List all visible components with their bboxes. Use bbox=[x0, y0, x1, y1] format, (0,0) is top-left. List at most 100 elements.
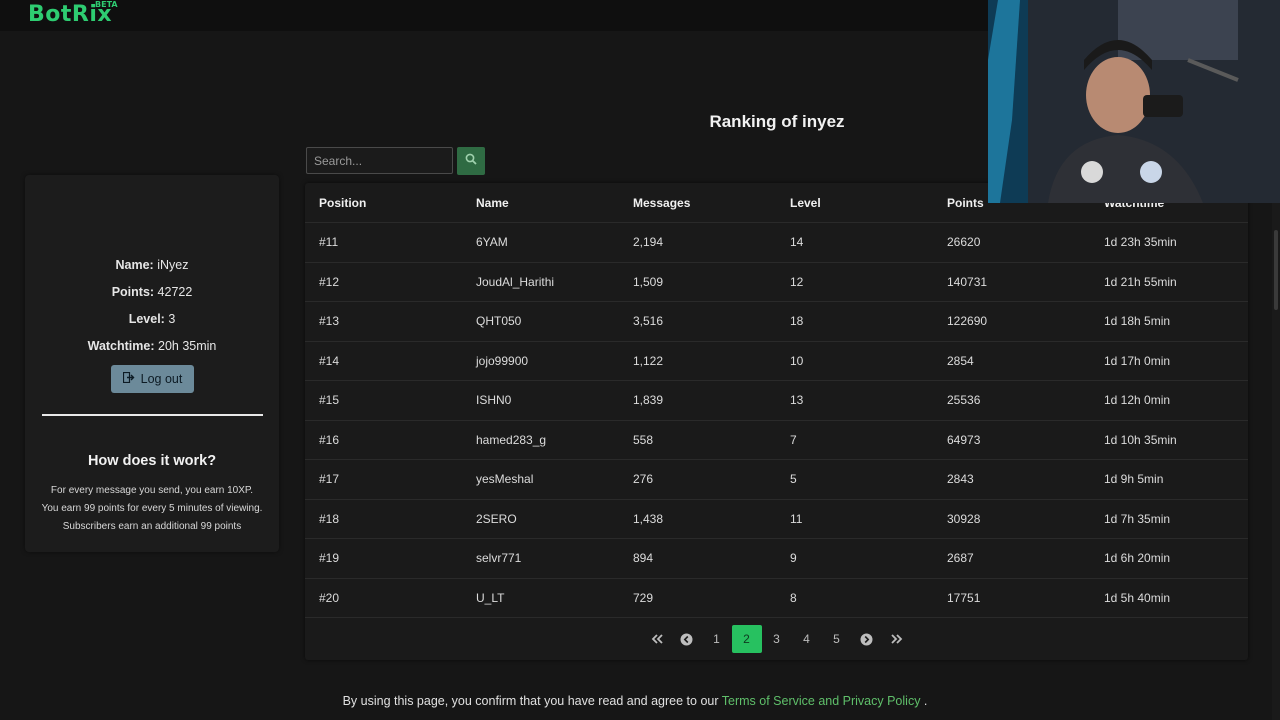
first-page-button[interactable] bbox=[642, 625, 672, 653]
table-row: #15 ISHN0 1,839 13 25536 1d 12h 0min bbox=[305, 380, 1248, 421]
cell-watchtime: 1d 9h 5min bbox=[1090, 459, 1248, 500]
table-row: #11 6YAM 2,194 14 26620 1d 23h 35min bbox=[305, 222, 1248, 263]
cell-position: #11 bbox=[305, 222, 462, 263]
page-5[interactable]: 5 bbox=[833, 632, 840, 646]
ranking-table-card: Position Name Messages Level Points Watc… bbox=[305, 183, 1248, 660]
double-chevron-right-icon bbox=[890, 634, 902, 644]
page-2-current[interactable]: 2 bbox=[731, 625, 762, 653]
cell-messages: 1,839 bbox=[619, 380, 776, 421]
user-watchtime-row: Watchtime: 20h 35min bbox=[25, 339, 279, 353]
cell-position: #17 bbox=[305, 459, 462, 500]
cell-position: #16 bbox=[305, 420, 462, 460]
cell-position: #13 bbox=[305, 301, 462, 342]
table-row: #18 2SERO 1,438 11 30928 1d 7h 35min bbox=[305, 499, 1248, 539]
watchtime-label: Watchtime: bbox=[87, 339, 155, 353]
cell-position: #19 bbox=[305, 538, 462, 579]
cell-messages: 894 bbox=[619, 538, 776, 579]
cell-level: 7 bbox=[776, 420, 933, 460]
cell-position: #20 bbox=[305, 578, 462, 618]
cell-name: 6YAM bbox=[462, 222, 619, 263]
table-row: #16 hamed283_g 558 7 64973 1d 10h 35min bbox=[305, 420, 1248, 460]
cell-messages: 1,122 bbox=[619, 341, 776, 381]
cell-position: #18 bbox=[305, 499, 462, 539]
footer-text: By using this page, you confirm that you… bbox=[342, 694, 722, 708]
logout-button[interactable]: Log out bbox=[111, 365, 194, 393]
how-line-3: Subscribers earn an additional 99 points bbox=[62, 521, 242, 532]
scrollbar-thumb[interactable] bbox=[1274, 230, 1278, 310]
cell-watchtime: 1d 17h 0min bbox=[1090, 341, 1248, 381]
cell-name: jojo99900 bbox=[462, 341, 619, 381]
cell-points: 25536 bbox=[933, 380, 1090, 421]
header-level[interactable]: Level bbox=[776, 183, 933, 223]
cell-points: 17751 bbox=[933, 578, 1090, 618]
watchtime-value: 20h 35min bbox=[154, 339, 217, 353]
cell-level: 10 bbox=[776, 341, 933, 381]
table-row: #12 JoudAl_Harithi 1,509 12 140731 1d 21h 55m… bbox=[305, 262, 1248, 302]
points-value: 42722 bbox=[154, 285, 193, 299]
search-icon bbox=[465, 152, 477, 170]
table-row: #13 QHT050 3,516 18 122690 1d 18h 5min bbox=[305, 301, 1248, 342]
cell-watchtime: 1d 18h 5min bbox=[1090, 301, 1248, 342]
points-label: Points: bbox=[111, 285, 155, 299]
footer-notice: By using this page, you confirm that you… bbox=[0, 694, 1270, 708]
cell-name: ISHN0 bbox=[462, 380, 619, 421]
webcam-overlay bbox=[988, 0, 1280, 203]
page-3[interactable]: 3 bbox=[773, 632, 780, 646]
cell-watchtime: 1d 7h 35min bbox=[1090, 499, 1248, 539]
cell-messages: 2,194 bbox=[619, 222, 776, 263]
cell-messages: 729 bbox=[619, 578, 776, 618]
how-line-1: For every message you send, you earn 10X… bbox=[50, 485, 254, 496]
cell-points: 2687 bbox=[933, 538, 1090, 579]
header-position[interactable]: Position bbox=[305, 183, 462, 223]
cell-watchtime: 1d 12h 0min bbox=[1090, 380, 1248, 421]
cell-messages: 1,509 bbox=[619, 262, 776, 302]
cell-messages: 558 bbox=[619, 420, 776, 460]
footer-text-end: . bbox=[920, 694, 928, 708]
header-messages[interactable]: Messages bbox=[619, 183, 776, 223]
cell-position: #12 bbox=[305, 262, 462, 302]
chevron-circle-right-icon bbox=[860, 633, 873, 645]
cell-messages: 1,438 bbox=[619, 499, 776, 539]
beta-badge: BETA bbox=[95, 0, 118, 9]
cell-points: 122690 bbox=[933, 301, 1090, 342]
logout-icon bbox=[122, 371, 135, 386]
how-line-2: You earn 99 points for every 5 minutes o… bbox=[41, 503, 263, 514]
cell-name: 2SERO bbox=[462, 499, 619, 539]
next-page-button[interactable] bbox=[852, 625, 882, 653]
cell-messages: 276 bbox=[619, 459, 776, 500]
cell-watchtime: 1d 23h 35min bbox=[1090, 222, 1248, 263]
search-input[interactable] bbox=[306, 147, 453, 174]
cell-watchtime: 1d 6h 20min bbox=[1090, 538, 1248, 579]
terms-link[interactable]: Terms of Service and Privacy Policy bbox=[721, 694, 921, 708]
brand-logo[interactable]: BotRix bbox=[28, 2, 113, 27]
header-name[interactable]: Name bbox=[462, 183, 619, 223]
cell-level: 12 bbox=[776, 262, 933, 302]
double-chevron-left-icon bbox=[651, 634, 663, 644]
cell-name: yesMeshal bbox=[462, 459, 619, 500]
level-value: 3 bbox=[164, 312, 176, 326]
cell-position: #15 bbox=[305, 380, 462, 421]
page-4[interactable]: 4 bbox=[803, 632, 810, 646]
cell-points: 140731 bbox=[933, 262, 1090, 302]
last-page-button[interactable] bbox=[882, 625, 912, 653]
cell-name: U_LT bbox=[462, 578, 619, 618]
cell-position: #14 bbox=[305, 341, 462, 381]
cell-level: 11 bbox=[776, 499, 933, 539]
cell-name: JoudAl_Harithi bbox=[462, 262, 619, 302]
page-1[interactable]: 1 bbox=[713, 632, 720, 646]
user-name-row: Name: iNyez bbox=[25, 258, 279, 272]
user-info-panel: Name: iNyez Points: 42722 Level: 3 Watch… bbox=[25, 175, 279, 552]
user-level-row: Level: 3 bbox=[25, 312, 279, 326]
page-scrollbar[interactable] bbox=[1272, 203, 1280, 720]
cell-level: 9 bbox=[776, 538, 933, 579]
ranking-table: Position Name Messages Level Points Watc… bbox=[305, 183, 1248, 618]
search-button[interactable] bbox=[457, 147, 485, 175]
cell-watchtime: 1d 5h 40min bbox=[1090, 578, 1248, 618]
cell-level: 18 bbox=[776, 301, 933, 342]
prev-page-button[interactable] bbox=[672, 625, 702, 653]
cell-points: 64973 bbox=[933, 420, 1090, 460]
level-label: Level: bbox=[128, 312, 165, 326]
how-it-works-title: How does it work? bbox=[87, 453, 217, 469]
table-row: #20 U_LT 729 8 17751 1d 5h 40min bbox=[305, 578, 1248, 618]
chevron-circle-left-icon bbox=[680, 633, 693, 645]
